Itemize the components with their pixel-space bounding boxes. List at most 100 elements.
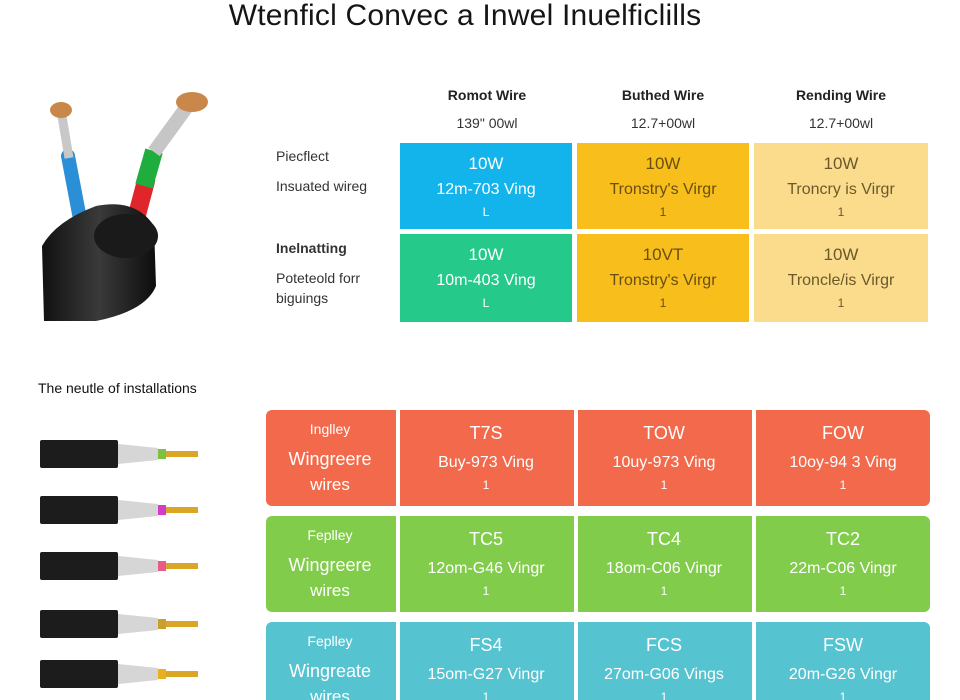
band-divider bbox=[396, 622, 400, 700]
cell-note: 1 bbox=[482, 690, 490, 700]
cell-r1c0: 10W 10m-403 Ving L bbox=[400, 234, 572, 322]
cell-spec: 12om-G46 Vingr bbox=[427, 560, 545, 577]
band-cell: TC5 12om-G46 Vingr 1 bbox=[400, 516, 572, 598]
cell-spec: Tronstry's Virgr bbox=[609, 181, 717, 198]
cell-note: L bbox=[482, 205, 490, 219]
cell-note: 1 bbox=[839, 478, 847, 492]
band-divider bbox=[752, 516, 756, 612]
cell-note: L bbox=[482, 296, 490, 310]
column-header-1: Buthed Wire 12.7+00wl bbox=[578, 86, 748, 132]
cell-spec: 20m-G26 Vingr bbox=[788, 666, 898, 683]
cell-spec: 22m-C06 Vingr bbox=[789, 560, 897, 577]
cell-r0c2: 10W Troncry is Virgr 1 bbox=[754, 143, 928, 229]
band-cell: FOW 10oy-94 3 Ving 1 bbox=[756, 410, 930, 492]
connector-wire-4 bbox=[40, 660, 198, 688]
cell-spec: 27om-G06 Vings bbox=[604, 666, 724, 683]
band-1: Feplley Wingreere wires TC5 12om-G46 Vin… bbox=[266, 516, 930, 612]
band-divider bbox=[752, 622, 756, 700]
band-divider bbox=[396, 410, 400, 506]
band-label: Feplley Wingreere wires bbox=[266, 516, 394, 602]
band-divider bbox=[574, 622, 578, 700]
cell-spec: 15om-G27 Vingr bbox=[427, 666, 545, 683]
cell-value: 10W bbox=[823, 245, 859, 264]
column-header-0: Romot Wire 139" 00wl bbox=[402, 86, 572, 132]
column-name: Buthed Wire bbox=[621, 87, 705, 103]
page-title: Wtenficl Convec a Inwel Inuelficlills bbox=[228, 0, 702, 32]
band-cell: FCS 27om-G06 Vings 1 bbox=[578, 622, 750, 700]
cell-r0c1: 10W Tronstry's Virgr 1 bbox=[577, 143, 749, 229]
band-cell: TC4 18om-C06 Vingr 1 bbox=[578, 516, 750, 598]
cell-r1c2: 10W Troncle/is Virgr 1 bbox=[754, 234, 928, 322]
band-label-line: Wingreere bbox=[288, 449, 372, 469]
cell-value: TC2 bbox=[825, 529, 860, 549]
band-label-line: Wingreere bbox=[288, 555, 372, 575]
band-divider bbox=[396, 516, 400, 612]
connector-wire-1 bbox=[40, 496, 198, 524]
cell-spec: 10m-403 Ving bbox=[436, 272, 536, 289]
cell-spec: 18om-C06 Vingr bbox=[605, 560, 723, 577]
cell-value: 10W bbox=[468, 154, 504, 173]
band-cell: TC2 22m-C06 Vingr 1 bbox=[756, 516, 930, 598]
column-name: Romot Wire bbox=[447, 87, 527, 103]
cell-spec: 10uy-973 Ving bbox=[612, 454, 716, 471]
cell-note: 1 bbox=[839, 584, 847, 598]
cell-note: 1 bbox=[482, 478, 490, 492]
cell-value: T7S bbox=[469, 423, 503, 443]
column-header-2: Rending Wire 12.7+00wl bbox=[756, 86, 926, 132]
connector-wire-3 bbox=[40, 610, 198, 638]
cell-value: TC4 bbox=[646, 529, 681, 549]
band-divider bbox=[752, 410, 756, 506]
band-cell: TOW 10uy-973 Ving 1 bbox=[578, 410, 750, 492]
row-label-line: Insuated wireg bbox=[276, 178, 368, 194]
row-label-1: Inelnatting Poteteold forr biguings bbox=[276, 236, 360, 308]
cell-value: FCS bbox=[646, 635, 682, 655]
cell-value: TC5 bbox=[468, 529, 503, 549]
cell-value: TOW bbox=[643, 423, 685, 443]
cell-note: 1 bbox=[659, 205, 667, 219]
band-label-line: wires bbox=[310, 475, 350, 494]
band-label-line: wires bbox=[310, 581, 350, 600]
cell-note: 1 bbox=[482, 584, 490, 598]
cell-value: FSW bbox=[823, 635, 863, 655]
connector-wires-illustration bbox=[40, 440, 198, 688]
cell-spec: Buy-973 Ving bbox=[438, 454, 534, 471]
row-label-line: Inelnatting bbox=[276, 240, 347, 256]
connector-wire-2 bbox=[40, 552, 198, 580]
cell-note: 1 bbox=[839, 690, 847, 700]
band-label-line: Wingreate bbox=[288, 661, 372, 681]
row-label-line: Piecflect bbox=[276, 148, 329, 164]
cell-value: 10VT bbox=[642, 245, 684, 264]
band-label-line: Feplley bbox=[307, 527, 353, 543]
band-label: Feplley Wingreate wires bbox=[266, 622, 394, 700]
band-cell: FSW 20m-G26 Vingr 1 bbox=[756, 622, 930, 700]
column-name: Rending Wire bbox=[795, 87, 887, 103]
column-sub: 12.7+00wl bbox=[808, 115, 874, 131]
cell-value: 10W bbox=[823, 154, 859, 173]
band-label-line: Feplley bbox=[307, 633, 353, 649]
section-title: The neutle of installations bbox=[38, 380, 197, 396]
band-label-line: Inglley bbox=[309, 421, 351, 437]
connector-wire-0 bbox=[40, 440, 198, 468]
cell-spec: Tronstry's Virgr bbox=[609, 272, 717, 289]
cell-value: 10W bbox=[468, 245, 504, 264]
band-2: Feplley Wingreate wires FS4 15om-G27 Vin… bbox=[266, 622, 930, 700]
row-label-line: biguings bbox=[276, 290, 329, 306]
band-cell: FS4 15om-G27 Vingr 1 bbox=[400, 622, 572, 700]
row-label-line: Poteteold forr bbox=[276, 270, 361, 286]
cell-spec: 12m-703 Ving bbox=[436, 181, 536, 198]
cell-spec: 10oy-94 3 Ving bbox=[789, 454, 897, 471]
cell-note: 1 bbox=[659, 296, 667, 310]
column-sub: 12.7+00wl bbox=[630, 115, 696, 131]
cell-note: 1 bbox=[660, 584, 668, 598]
band-divider bbox=[574, 410, 578, 506]
cell-value: FOW bbox=[822, 423, 864, 443]
band-cell: T7S Buy-973 Ving 1 bbox=[400, 410, 572, 492]
band-label: Inglley Wingreere wires bbox=[266, 410, 394, 496]
cell-spec: Troncle/is Virgr bbox=[787, 272, 895, 289]
cell-r0c0: 10W 12m-703 Ving L bbox=[400, 143, 572, 229]
cell-value: FS4 bbox=[469, 635, 503, 655]
band-divider bbox=[574, 516, 578, 612]
cable-illustration bbox=[42, 92, 208, 321]
band-0: Inglley Wingreere wires T7S Buy-973 Ving… bbox=[266, 410, 930, 506]
cell-note: 1 bbox=[660, 690, 668, 700]
